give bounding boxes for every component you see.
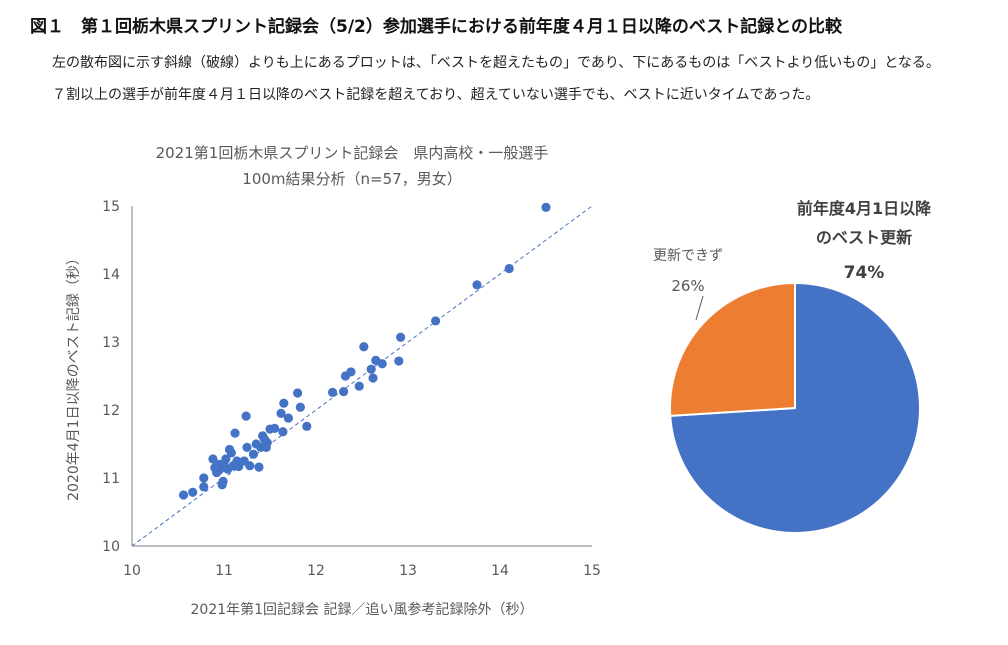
- scatter-point-25: [254, 462, 264, 472]
- scatter-point-31: [270, 423, 280, 433]
- pie-slice-0-value-label: 74%: [844, 263, 885, 283]
- scatter-y-axis-label: 2020年4月1日以降のベスト記録（秒）: [65, 251, 82, 501]
- scatter-point-38: [302, 421, 312, 431]
- scatter-chart: 2021第1回栃木県スプリント記録会 県内高校・一般選手 100m結果分析（n=…: [65, 144, 601, 618]
- scatter-point-50: [396, 332, 406, 342]
- scatter-point-4: [208, 454, 218, 464]
- pie-slice-0-label-line-0: 前年度4月1日以降: [797, 199, 932, 218]
- scatter-point-2: [199, 482, 209, 492]
- scatter-point-32: [276, 408, 286, 418]
- scatter-point-49: [394, 356, 404, 366]
- pie-slice-1-value-label: 26%: [671, 277, 704, 295]
- scatter-point-1: [188, 487, 198, 497]
- pie-slice-0-label-line-1: のベスト更新: [816, 228, 912, 247]
- scatter-point-16: [230, 428, 240, 438]
- scatter-chart-subtitle: 100m結果分析（n=57，男女）: [242, 170, 461, 188]
- scatter-point-56: [261, 442, 271, 452]
- scatter-point-11: [221, 454, 231, 464]
- scatter-point-51: [431, 316, 441, 326]
- figure-description-line-2: ７割以上の選手が前年度４月１日以降のベスト記録を超えており、超えていない選手でも…: [52, 87, 820, 103]
- scatter-point-55: [214, 465, 224, 475]
- scatter-point-54: [541, 202, 551, 212]
- scatter-point-44: [359, 342, 369, 352]
- scatter-point-48: [377, 359, 387, 369]
- scatter-point-0: [178, 490, 189, 500]
- scatter-x-tick-label-4: 14: [491, 563, 509, 579]
- scatter-point-34: [279, 398, 289, 408]
- scatter-point-9: [218, 476, 228, 486]
- scatter-point-37: [295, 402, 305, 412]
- scatter-point-23: [248, 449, 259, 459]
- scatter-point-21: [242, 442, 252, 452]
- pie-slices: [669, 281, 921, 534]
- scatter-x-tick-label-3: 13: [399, 563, 417, 579]
- scatter-point-22: [245, 461, 255, 471]
- scatter-y-tick-label-4: 14: [102, 267, 120, 283]
- scatter-point-53: [504, 263, 514, 274]
- scatter-y-tick-label-2: 12: [102, 403, 120, 419]
- scatter-point-52: [472, 280, 482, 290]
- scatter-x-tick-label-1: 11: [215, 563, 233, 579]
- scatter-x-tick-label-5: 15: [583, 563, 601, 579]
- scatter-point-43: [354, 381, 364, 391]
- scatter-point-35: [283, 413, 293, 423]
- scatter-point-20: [241, 411, 251, 421]
- scatter-point-46: [368, 373, 378, 383]
- scatter-reference-line: [131, 205, 593, 547]
- pie-slice-1: [669, 281, 796, 417]
- scatter-x-tick-label-2: 12: [307, 563, 325, 579]
- scatter-chart-title: 2021第1回栃木県スプリント記録会 県内高校・一般選手: [156, 144, 549, 162]
- scatter-point-14: [226, 448, 236, 458]
- scatter-y-tick-label-3: 13: [102, 335, 120, 351]
- scatter-x-tick-labels: 10 11 12 13 14 15: [123, 563, 601, 579]
- figure-title: 図１ 第１回栃木県スプリント記録会（5/2）参加選手における前年度４月１日以降の…: [30, 17, 843, 37]
- scatter-x-axis-label: 2021年第1回記録会 記録／追い風参考記録除外（秒）: [191, 601, 534, 618]
- pie-slice-1-label-line-0: 更新できず: [653, 248, 723, 264]
- scatter-point-39: [327, 387, 338, 397]
- scatter-points: [178, 202, 551, 500]
- scatter-point-42: [346, 367, 356, 377]
- scatter-y-tick-label-5: 15: [102, 199, 120, 215]
- pie-label-leader-line: [695, 295, 704, 321]
- scatter-point-36: [293, 388, 303, 398]
- scatter-point-3: [199, 473, 209, 483]
- scatter-y-tick-label-0: 10: [102, 539, 120, 555]
- scatter-point-33: [278, 427, 288, 437]
- scatter-y-tick-label-1: 11: [102, 471, 120, 487]
- figure-description-line-1: 左の散布図に示す斜線（破線）よりも上にあるプロットは、「ベストを超えたもの」であ…: [52, 55, 940, 71]
- scatter-y-tick-labels: 10 11 12 13 14 15: [102, 199, 120, 555]
- scatter-x-tick-label-0: 10: [123, 563, 141, 579]
- scatter-point-40: [339, 387, 349, 397]
- scatter-point-45: [366, 364, 376, 374]
